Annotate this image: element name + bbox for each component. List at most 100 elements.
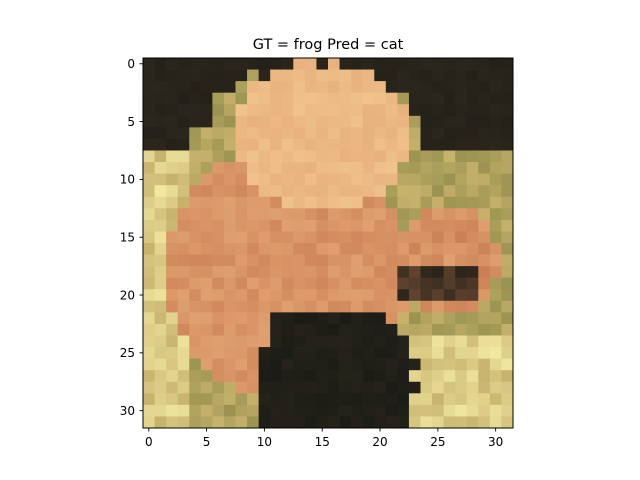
axes-frame — [142, 57, 514, 429]
pixel-cell — [223, 416, 236, 429]
pixel-cell — [316, 277, 329, 290]
pixel-cell — [397, 266, 410, 279]
pixel-cell — [235, 243, 248, 255]
pixel-cell — [501, 104, 514, 117]
pixel-cell — [362, 138, 375, 151]
pixel-cell — [385, 196, 398, 209]
pixel-cell — [200, 138, 213, 151]
pixel-cell — [270, 173, 283, 186]
pixel-cell — [501, 138, 514, 151]
pixel-cell — [420, 266, 433, 279]
pixel-cell — [501, 69, 514, 82]
pixel-cell — [478, 162, 491, 174]
pixel-cell — [362, 335, 375, 348]
pixel-cell — [455, 162, 468, 174]
pixel-cell — [143, 393, 155, 406]
pixel-cell — [316, 92, 329, 105]
pixel-cell — [293, 312, 306, 325]
pixel-cell — [455, 208, 468, 221]
pixel-cell — [247, 266, 259, 279]
pixel-cell — [501, 196, 514, 209]
pixel-cell — [362, 243, 375, 255]
pixel-cell — [223, 104, 236, 117]
pixel-cell — [397, 173, 410, 186]
pixel-cell — [489, 347, 502, 359]
pixel-cell — [154, 162, 167, 174]
pixel-cell — [281, 254, 294, 267]
pixel-cell — [143, 404, 155, 417]
pixel-cell — [432, 92, 444, 105]
pixel-cell — [397, 208, 410, 221]
pixel-cell — [143, 104, 155, 117]
pixel-cell — [223, 81, 236, 94]
pixel-cell — [316, 231, 329, 244]
pixel-cell — [258, 81, 271, 94]
pixel-cell — [385, 231, 398, 244]
pixel-cell — [455, 127, 468, 140]
pixel-cell — [270, 277, 283, 290]
pixel-cell — [212, 185, 225, 198]
pixel-cell — [489, 312, 502, 325]
pixel-cell — [166, 393, 179, 406]
pixel-cell — [281, 138, 294, 151]
pixel-cell — [455, 138, 468, 151]
pixel-cell — [432, 127, 444, 140]
pixel-cell — [455, 347, 468, 359]
pixel-cell — [443, 58, 456, 70]
pixel-cell — [420, 127, 433, 140]
pixel-cell — [177, 127, 190, 140]
pixel-cell — [408, 370, 421, 383]
pixel-cell — [200, 115, 213, 128]
pixel-cell — [408, 266, 421, 279]
pixel-cell — [223, 219, 236, 232]
pixel-cell — [189, 335, 202, 348]
pixel-cell — [478, 150, 491, 163]
pixel-cell — [166, 254, 179, 267]
pixel-cell — [339, 173, 352, 186]
y-tick-label: 0 — [127, 57, 135, 71]
pixel-cell — [143, 300, 155, 313]
pixel-cell — [443, 173, 456, 186]
pixel-cell — [143, 358, 155, 371]
pixel-cell — [420, 312, 433, 325]
pixel-cell — [420, 58, 433, 70]
pixel-cell — [397, 312, 410, 325]
pixel-cell — [501, 335, 514, 348]
pixel-cell — [385, 219, 398, 232]
pixel-cell — [212, 277, 225, 290]
pixel-cell — [466, 104, 479, 117]
pixel-cell — [455, 370, 468, 383]
pixel-cell — [374, 358, 387, 371]
pixel-cell — [397, 404, 410, 417]
pixel-cell — [408, 115, 421, 128]
pixel-cell — [258, 208, 271, 221]
pixel-cell — [304, 115, 317, 128]
pixel-cell — [223, 58, 236, 70]
pixel-cell — [154, 173, 167, 186]
pixel-cell — [212, 81, 225, 94]
pixel-cell — [408, 150, 421, 163]
pixel-cell — [374, 162, 387, 174]
pixel-cell — [247, 312, 259, 325]
pixel-cell — [397, 416, 410, 429]
pixel-cell — [166, 370, 179, 383]
pixel-cell — [258, 370, 271, 383]
pixel-cell — [316, 208, 329, 221]
pixel-cell — [293, 138, 306, 151]
pixel-cell — [154, 404, 167, 417]
pixel-cell — [154, 185, 167, 198]
pixel-cell — [212, 92, 225, 105]
pixel-cell — [489, 150, 502, 163]
pixel-cell — [432, 231, 444, 244]
pixel-cell — [362, 196, 375, 209]
pixel-cell — [478, 138, 491, 151]
pixel-cell — [223, 150, 236, 163]
pixel-cell — [316, 358, 329, 371]
pixel-cell — [420, 138, 433, 151]
pixel-cell — [270, 266, 283, 279]
pixel-cell — [489, 231, 502, 244]
pixel-cell — [177, 92, 190, 105]
pixel-cell — [235, 323, 248, 336]
pixel-cell — [374, 393, 387, 406]
pixel-cell — [339, 416, 352, 429]
